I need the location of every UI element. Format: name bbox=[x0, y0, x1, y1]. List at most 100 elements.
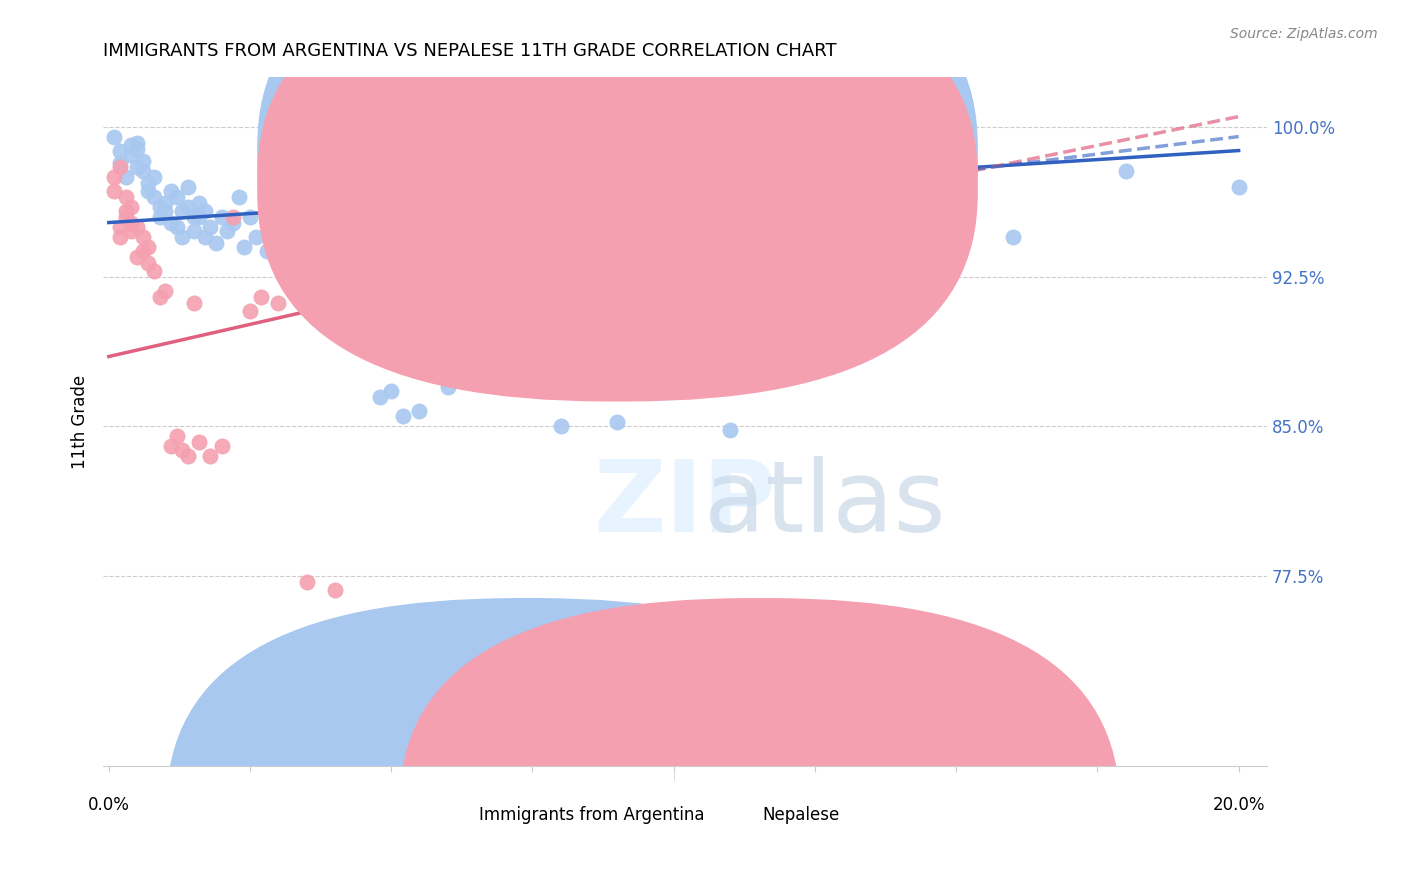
Text: Nepalese: Nepalese bbox=[763, 805, 839, 823]
Point bbox=[267, 203, 290, 218]
Point bbox=[108, 160, 131, 174]
Point bbox=[217, 223, 239, 237]
Point bbox=[550, 419, 572, 434]
Text: ZIP: ZIP bbox=[593, 456, 776, 553]
Point bbox=[108, 219, 131, 234]
Point bbox=[149, 200, 172, 214]
Point bbox=[120, 223, 142, 237]
FancyBboxPatch shape bbox=[257, 0, 977, 370]
Text: 0.0%: 0.0% bbox=[87, 797, 129, 814]
Point bbox=[889, 295, 911, 310]
Text: Immigrants from Argentina: Immigrants from Argentina bbox=[479, 805, 704, 823]
Point bbox=[114, 189, 136, 203]
Point bbox=[103, 129, 125, 144]
Point bbox=[149, 289, 172, 303]
Point bbox=[380, 683, 402, 698]
Point bbox=[125, 160, 148, 174]
Point bbox=[160, 184, 183, 198]
Point bbox=[380, 384, 402, 398]
Point bbox=[177, 179, 200, 194]
FancyBboxPatch shape bbox=[399, 599, 1119, 892]
Point bbox=[436, 675, 458, 690]
Point bbox=[188, 210, 211, 224]
Text: atlas: atlas bbox=[704, 456, 945, 553]
Point bbox=[131, 153, 153, 168]
Point bbox=[267, 295, 290, 310]
Point bbox=[120, 147, 142, 161]
Text: 68: 68 bbox=[796, 144, 821, 161]
Point bbox=[183, 210, 205, 224]
Point bbox=[494, 284, 516, 298]
Point bbox=[211, 440, 233, 454]
Text: 20.0%: 20.0% bbox=[1212, 797, 1265, 814]
Point bbox=[352, 244, 374, 258]
Point bbox=[718, 424, 741, 438]
Point bbox=[368, 390, 391, 404]
Point bbox=[200, 450, 222, 464]
Point bbox=[222, 215, 245, 229]
Point bbox=[284, 269, 307, 284]
Text: IMMIGRANTS FROM ARGENTINA VS NEPALESE 11TH GRADE CORRELATION CHART: IMMIGRANTS FROM ARGENTINA VS NEPALESE 11… bbox=[103, 42, 837, 60]
Point bbox=[183, 223, 205, 237]
Point bbox=[295, 575, 318, 590]
Point bbox=[149, 210, 172, 224]
Point bbox=[120, 200, 142, 214]
Point bbox=[494, 680, 516, 694]
Text: 39: 39 bbox=[796, 175, 821, 193]
Point bbox=[143, 169, 166, 184]
Point bbox=[136, 239, 159, 253]
Point bbox=[172, 229, 194, 244]
Point bbox=[136, 255, 159, 269]
Point bbox=[211, 210, 233, 224]
Point bbox=[465, 269, 488, 284]
Y-axis label: 11th Grade: 11th Grade bbox=[72, 375, 89, 468]
Text: Source: ZipAtlas.com: Source: ZipAtlas.com bbox=[1230, 27, 1378, 41]
Point bbox=[136, 176, 159, 190]
Point bbox=[183, 295, 205, 310]
Point bbox=[160, 215, 183, 229]
Point bbox=[136, 184, 159, 198]
Point bbox=[160, 440, 183, 454]
Point bbox=[1001, 229, 1024, 244]
Point bbox=[188, 195, 211, 210]
Point bbox=[250, 289, 273, 303]
Point bbox=[436, 379, 458, 393]
Point bbox=[239, 210, 262, 224]
Point bbox=[172, 203, 194, 218]
Point bbox=[108, 144, 131, 158]
FancyBboxPatch shape bbox=[581, 125, 953, 221]
Point bbox=[662, 289, 685, 303]
Point bbox=[278, 250, 301, 264]
FancyBboxPatch shape bbox=[167, 599, 886, 892]
Point bbox=[172, 443, 194, 458]
Point bbox=[1115, 163, 1137, 178]
Point bbox=[155, 195, 177, 210]
Point bbox=[155, 284, 177, 298]
Point bbox=[233, 239, 256, 253]
Point bbox=[114, 210, 136, 224]
Point bbox=[177, 200, 200, 214]
Point bbox=[391, 409, 413, 424]
Point bbox=[143, 263, 166, 277]
Point bbox=[606, 416, 628, 430]
Point bbox=[245, 229, 267, 244]
Point bbox=[125, 219, 148, 234]
Point bbox=[194, 229, 217, 244]
Point bbox=[550, 683, 572, 698]
Point bbox=[114, 169, 136, 184]
Point bbox=[188, 435, 211, 450]
Point bbox=[256, 244, 278, 258]
Point bbox=[408, 403, 430, 417]
Point bbox=[312, 260, 335, 274]
Text: 0.203: 0.203 bbox=[679, 144, 737, 161]
Point bbox=[200, 219, 222, 234]
Point bbox=[120, 215, 142, 229]
Point bbox=[222, 210, 245, 224]
Point bbox=[262, 219, 284, 234]
Point bbox=[239, 303, 262, 318]
Point bbox=[166, 429, 188, 443]
Point bbox=[776, 279, 799, 293]
Text: R =: R = bbox=[633, 175, 672, 193]
Text: N =: N = bbox=[755, 175, 794, 193]
Point bbox=[131, 244, 153, 258]
